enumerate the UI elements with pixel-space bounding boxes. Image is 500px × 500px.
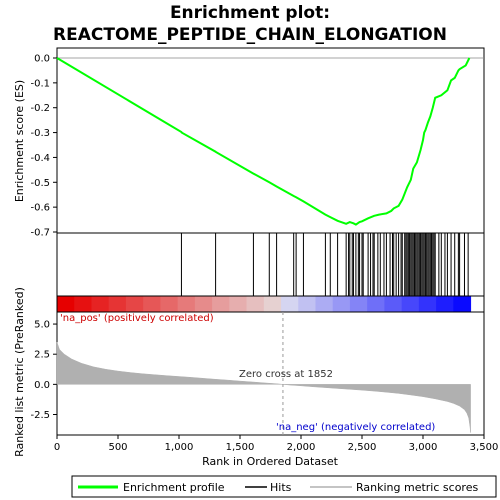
- band-segment: [384, 296, 403, 312]
- band-segment: [246, 296, 265, 312]
- x-tick-label: 0: [54, 442, 60, 453]
- es-axis-label: Enrichment score (ES): [13, 80, 26, 202]
- neg-correlated-label: 'na_neg' (negatively correlated): [276, 422, 435, 433]
- band-segment: [298, 296, 316, 312]
- band-segment: [57, 296, 75, 312]
- es-tick-label: -0.5: [30, 178, 50, 189]
- pos-correlated-label: 'na_pos' (positively correlated): [60, 313, 214, 324]
- legend-box: [71, 475, 497, 498]
- enrichment-curve: [56, 57, 471, 226]
- metric-tick-label: 5.0: [34, 320, 50, 331]
- hit-lines: [180, 233, 469, 296]
- band-segment: [332, 296, 351, 312]
- x-tick-label: 2,500: [348, 442, 377, 453]
- legend-label-metric: Ranking metric scores: [356, 481, 478, 494]
- band-segment: [263, 296, 282, 312]
- es-tick-label: -0.4: [30, 153, 50, 164]
- es-tick-label: -0.2: [30, 103, 50, 114]
- legend-label-enrichment: Enrichment profile: [123, 481, 225, 494]
- band-segment: [108, 296, 127, 312]
- metric-tick-label: -2.5: [30, 410, 50, 421]
- metric-area: [56, 312, 471, 435]
- band-segment: [194, 296, 213, 312]
- band-segment: [91, 296, 110, 312]
- band-segment: [349, 296, 368, 312]
- metric-axis: 5.0 2.5 0.0 -2.5: [30, 320, 57, 421]
- legend: Enrichment profile Hits Ranking metric s…: [71, 475, 497, 498]
- zero-cross-label: Zero cross at 1852: [239, 369, 333, 380]
- es-tick-label: -0.1: [30, 78, 50, 89]
- band-segment: [418, 296, 437, 312]
- band-segment: [367, 296, 385, 312]
- metric-area-shape: [56, 342, 471, 433]
- band-segment: [160, 296, 179, 312]
- band-segment: [177, 296, 196, 312]
- hits-panel: [56, 232, 485, 297]
- metric-axis-label: Ranked list metric (PreRanked): [13, 287, 26, 457]
- band-segment: [281, 296, 299, 312]
- x-tick-label: 3,500: [470, 442, 499, 453]
- x-tick-label: 2,000: [287, 442, 316, 453]
- x-tick-label: 3,000: [409, 442, 438, 453]
- legend-label-hits: Hits: [270, 481, 292, 494]
- es-tick-label: 0.0: [34, 54, 50, 65]
- es-panel: [56, 47, 485, 234]
- band-segment: [436, 296, 454, 312]
- x-tick-label: 1,000: [165, 442, 194, 453]
- chart-title-line-2: REACTOME_PEPTIDE_CHAIN_ELONGATION: [53, 25, 447, 45]
- band-segment: [229, 296, 248, 312]
- es-tick-label: -0.3: [30, 128, 50, 139]
- metric-tick-label: 0.0: [34, 380, 50, 391]
- metric-tick-label: 2.5: [34, 350, 50, 361]
- es-curve-group: [56, 57, 484, 226]
- es-tick-label: -0.7: [30, 228, 50, 239]
- es-axis: 0.0 -0.1 -0.2 -0.3 -0.4 -0.5 -0.6 -0.7: [30, 54, 57, 239]
- ranking-color-band: [57, 296, 472, 312]
- band-segment: [401, 296, 420, 312]
- x-axis: 0 500 1,000 1,500 2,000 2,500 3,000 3,500: [54, 435, 499, 453]
- chart-title-line-1: Enrichment plot:: [170, 3, 330, 23]
- x-axis-label: Rank in Ordered Dataset: [202, 455, 339, 468]
- band-segment: [212, 296, 230, 312]
- band-segment: [143, 296, 161, 312]
- band-segment: [125, 296, 144, 312]
- x-tick-label: 1,500: [226, 442, 255, 453]
- band-segment: [315, 296, 334, 312]
- band-segment: [453, 296, 472, 312]
- x-tick-label: 500: [108, 442, 127, 453]
- band-segment: [74, 296, 92, 312]
- es-tick-label: -0.6: [30, 203, 50, 214]
